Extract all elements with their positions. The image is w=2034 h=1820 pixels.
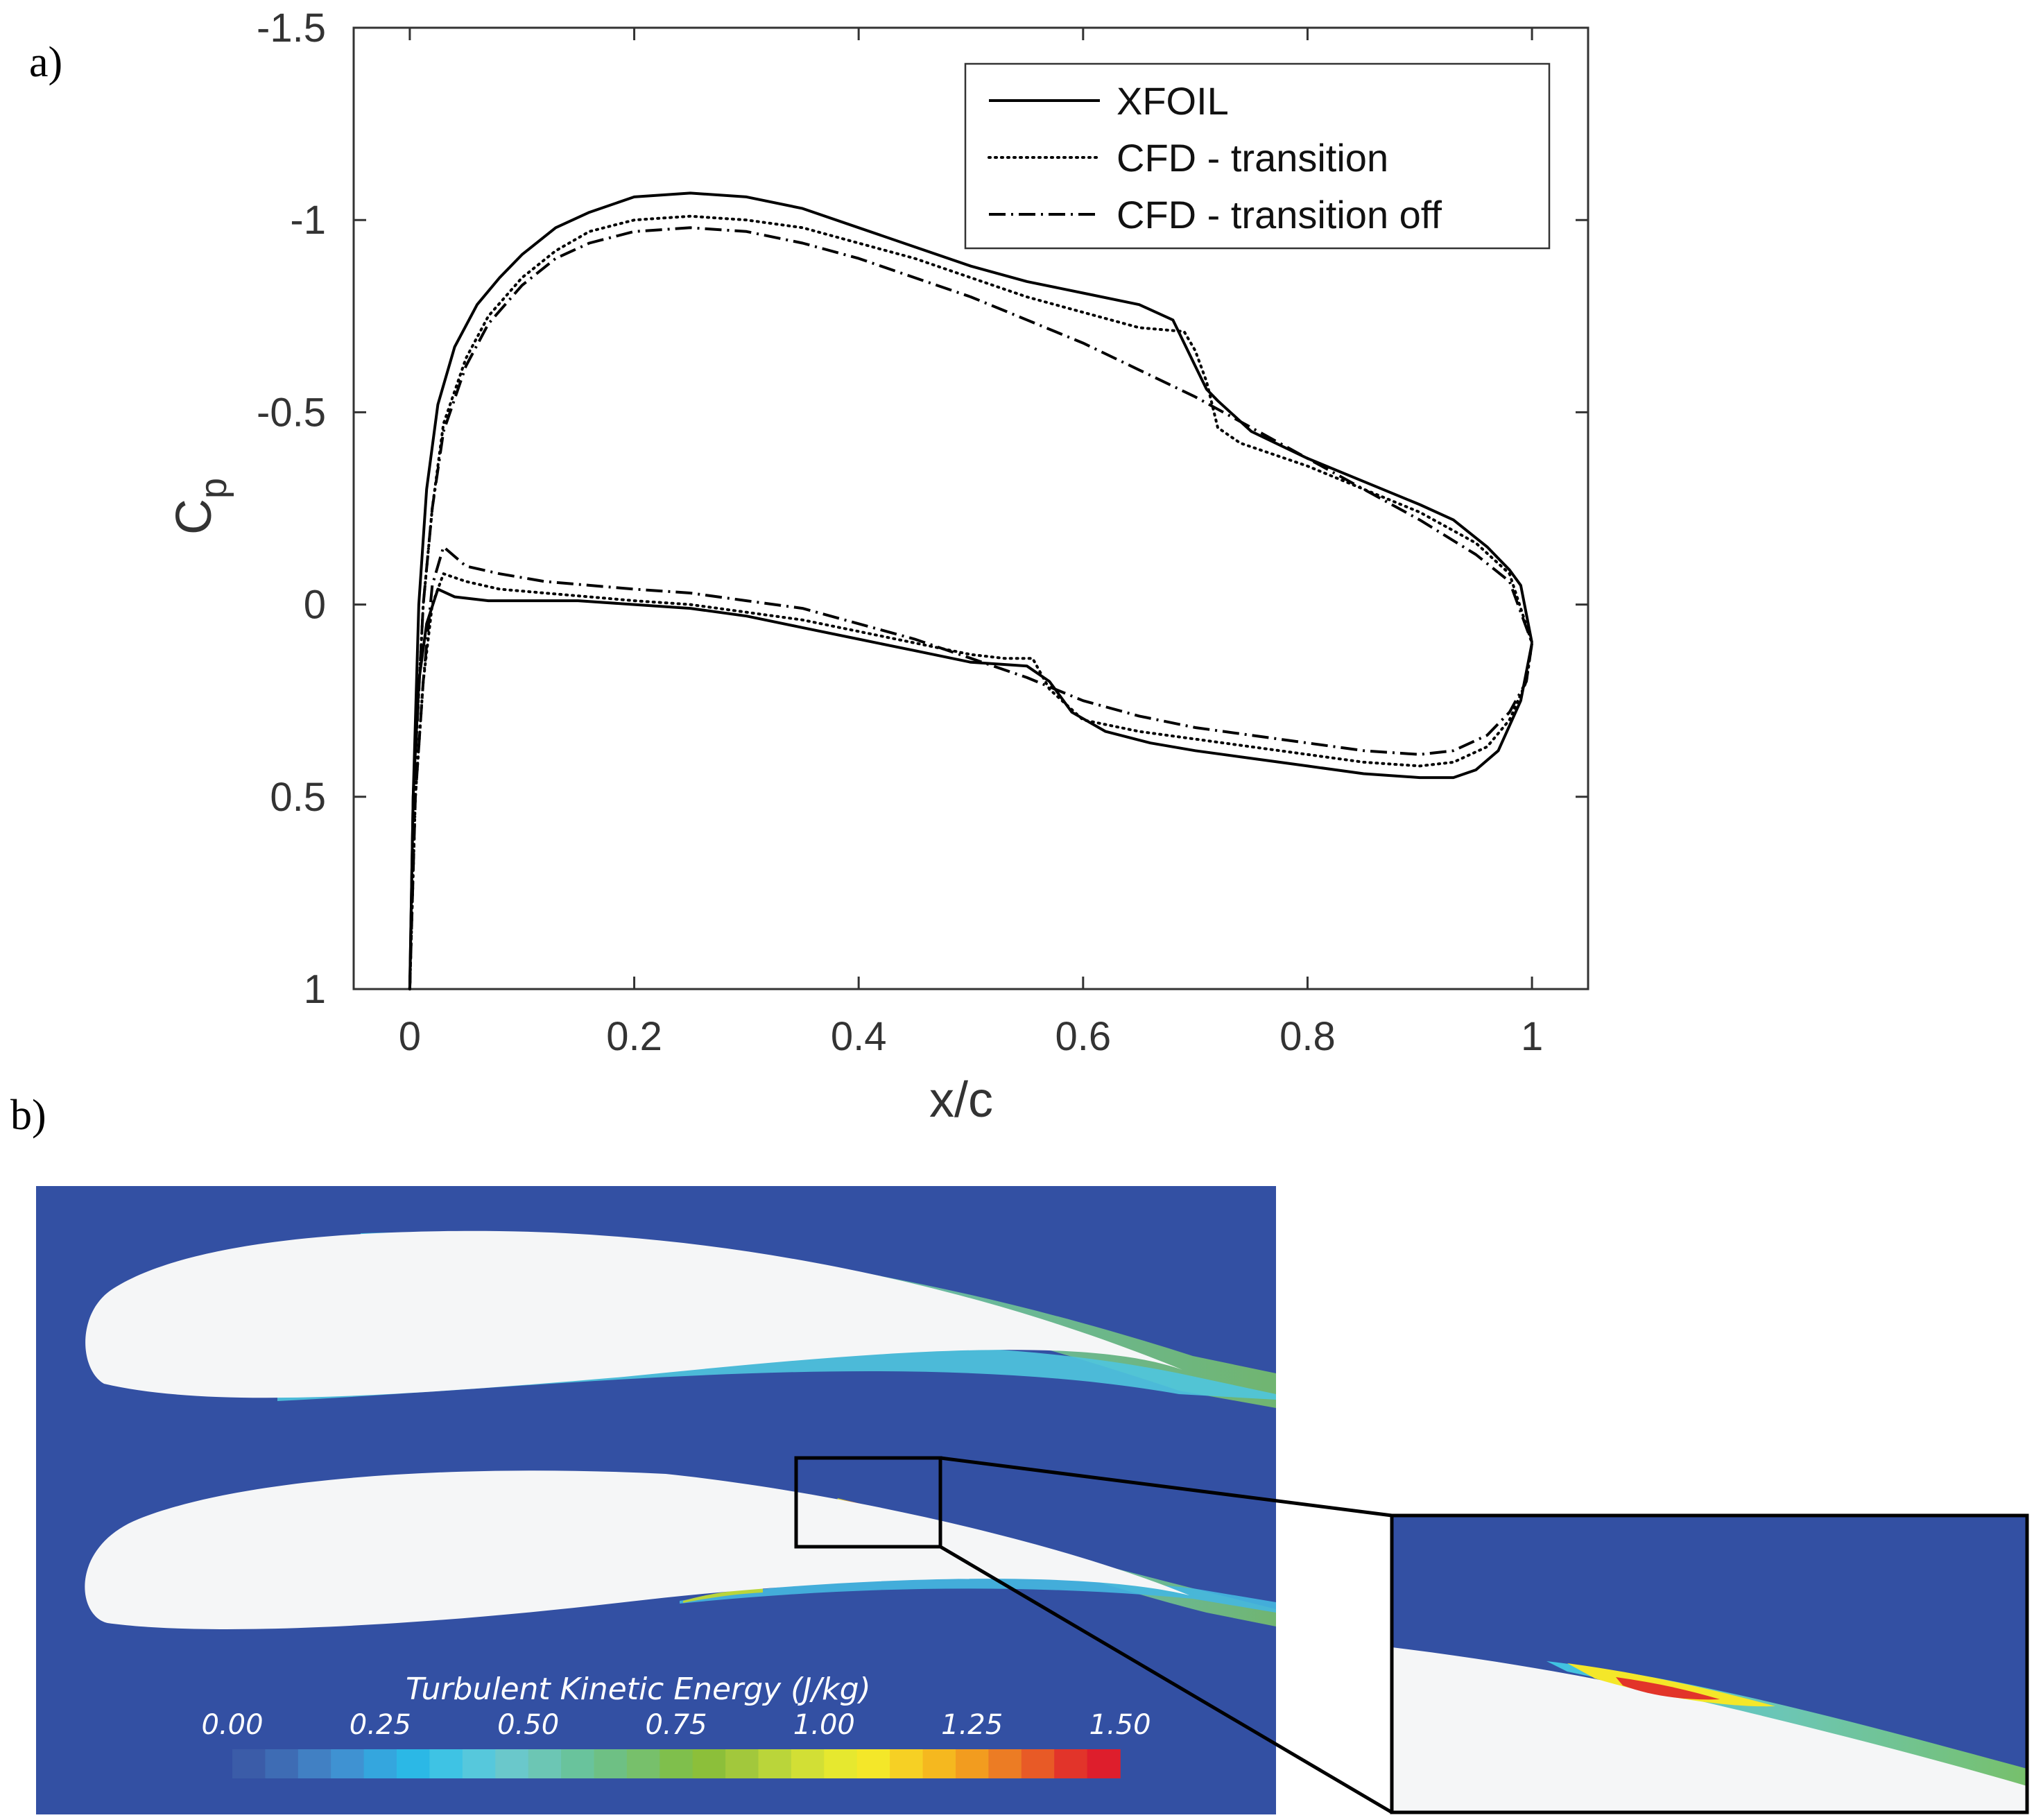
airfoil-lower-element [85,1470,1189,1629]
legend-label-cfd-transition: CFD - transition [1117,136,1388,180]
zoom-airfoil [1392,1647,2027,1812]
x-tick-label: 0.4 [831,1014,887,1059]
colorbar-segment [495,1749,529,1778]
colorbar-segment [1087,1749,1121,1778]
separation-streak [683,1588,763,1603]
x-tick-label: 1 [1521,1014,1543,1059]
cp-plot: 0 0.2 0.4 0.6 0.8 1 -1.5 -1 -0.5 0 0.5 1 x/c Cp XF… [166,6,1589,1128]
colorbar-ticks: 0.00 0.25 0.50 0.75 1.00 1.25 1.50 [201,1709,1150,1741]
series-3-upper-curve [408,226,1533,990]
x-ticks: 0 0.2 0.4 0.6 0.8 1 [399,28,1543,1059]
legend-label-cfd-transition-off: CFD - transition off [1117,193,1442,237]
colorbar-segment [1021,1749,1055,1778]
colorbar-tick-label: 0.75 [645,1709,707,1741]
colorbar-tick-label: 0.25 [350,1709,411,1741]
colorbar-segment [956,1749,990,1778]
y-axis-label-main: C [166,499,222,535]
colorbar-segment [397,1749,431,1778]
zoom-inset [1390,1513,2029,1814]
colorbar-tick-label: 0.00 [201,1709,263,1741]
colorbar-segment [758,1749,792,1778]
colorbar-title: Turbulent Kinetic Energy (J/kg) [406,1672,871,1707]
zoom-hot-core [1567,1663,1775,1707]
zoom-connector-top [940,1456,1393,1518]
colorbar-tick-label: 0.50 [497,1709,559,1741]
colorbar-segment [626,1749,661,1778]
wake-upper-lower [277,1344,1276,1401]
colorbar-segment [922,1749,956,1778]
series-3-lower-curve [408,545,1534,990]
zoom-hot-center [1616,1677,1720,1700]
zoom-frame [1390,1513,2029,1814]
series-1-upper-curve [408,191,1534,990]
tke-contour-field: Turbulent Kinetic Energy (J/kg) 0.00 0.25… [36,1186,1276,1814]
colorbar-segment [660,1749,693,1778]
y-tick-label: 0.5 [270,775,326,820]
zoom-region [794,1456,942,1549]
colorbar-tick-label: 1.50 [1089,1709,1150,1741]
colorbar-segment [988,1749,1022,1778]
colorbar-segment [265,1749,299,1778]
colorbar-segment [824,1749,858,1778]
y-tick-label: -1.5 [257,6,326,51]
series-1-lower-curve [408,587,1534,990]
legend-box [964,62,1551,250]
y-tick-label: 1 [304,967,326,1012]
panel-label-b: b) [10,1092,46,1139]
series-2-upper-curve [408,214,1534,990]
colorbar-tick-label: 1.00 [793,1709,855,1741]
colorbar-segment [462,1749,497,1778]
airfoil-upper-element [85,1230,1182,1398]
colorbar-segment [1054,1749,1088,1778]
x-tick-label: 0.6 [1055,1014,1111,1059]
series-2-lower-curve [408,572,1534,990]
colorbar-segment [298,1749,331,1778]
plot-frame [352,26,1589,990]
colorbar-segment [594,1749,628,1778]
colorbar-segment [528,1749,562,1778]
zoom-connector-bottom [939,1545,1393,1814]
y-tick-label: 0 [304,583,326,628]
legend: XFOIL CFD - transition CFD - transition … [964,62,1551,250]
wake-lower-bottom [680,1576,1276,1613]
colorbar-segment [429,1749,463,1778]
colorbar-segment [232,1749,266,1778]
colorbar [232,1749,1121,1778]
colorbar-segment [856,1749,890,1778]
x-tick-label: 0 [399,1014,421,1059]
y-tick-label: -1 [290,198,326,243]
colorbar-segment [561,1749,595,1778]
colorbar-segment [692,1749,726,1778]
y-axis-label-sub: p [193,478,234,499]
colorbar-segment [331,1749,365,1778]
y-ticks: -1.5 -1 -0.5 0 0.5 1 [257,6,1588,1012]
colorbar-segment [725,1749,759,1778]
y-tick-label: -0.5 [257,390,326,435]
panel-label-a: a) [29,39,62,86]
series-layer [408,191,1534,990]
x-tick-label: 0.8 [1279,1014,1336,1059]
colorbar-tick-label: 1.25 [941,1709,1003,1741]
x-tick-label: 0.2 [606,1014,662,1059]
y-axis-label: Cp [166,478,234,535]
legend-label-xfoil: XFOIL [1117,79,1229,123]
svg-text:Cp: Cp [166,478,234,535]
x-axis-label: x/c [929,1072,993,1128]
colorbar-segment [791,1749,825,1778]
colorbar-segment [890,1749,924,1778]
colorbar-segment [363,1749,397,1778]
